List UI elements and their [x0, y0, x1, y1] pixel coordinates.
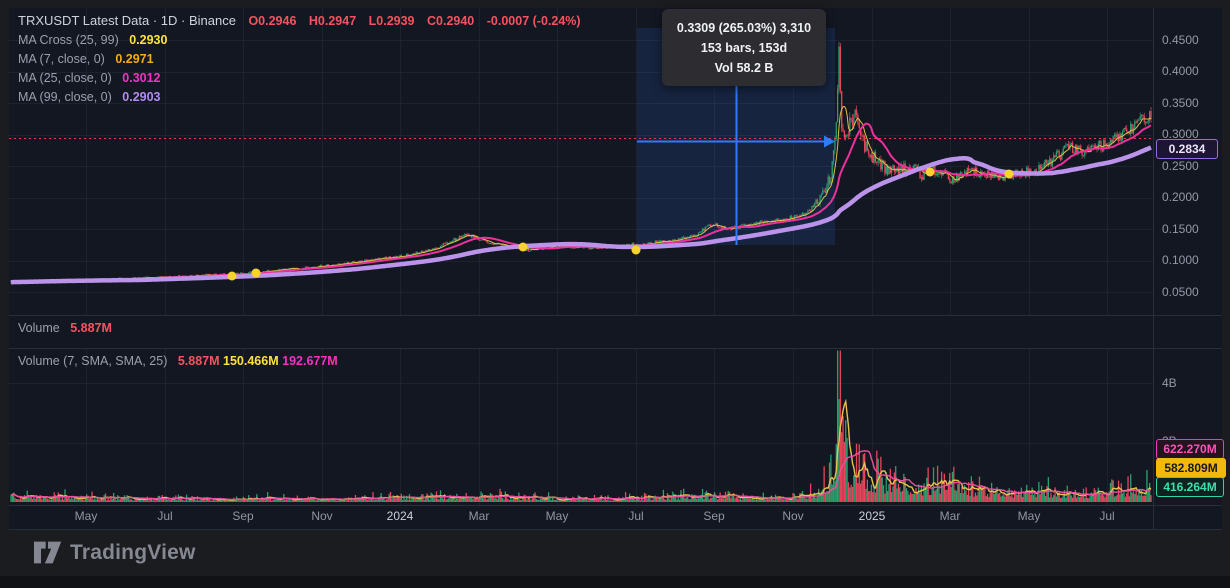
time-label: Jul — [157, 509, 173, 523]
ohlc-close: C0.2940 — [427, 14, 475, 28]
ma-cross-value: 0.2930 — [129, 33, 168, 47]
time-label: Mar — [468, 509, 490, 523]
time-label: Nov — [782, 509, 804, 523]
indicator-row-ma7[interactable]: MA (7, close, 0) 0.2971 — [18, 51, 154, 67]
time-label: Mar — [939, 509, 961, 523]
ma7-value: 0.2971 — [115, 52, 154, 66]
time-label: May — [1017, 509, 1041, 523]
volume-sma-value3: 192.677M — [282, 354, 338, 368]
indicator-row-ma-cross[interactable]: MA Cross (25, 99) 0.2930 — [18, 32, 167, 48]
ohlc-change: -0.0007 (-0.24%) — [486, 14, 581, 28]
ma-cross-label: MA Cross (25, 99) — [18, 33, 119, 47]
price-tick: 0.4500 — [1162, 33, 1199, 47]
volume-sma-pane-legend[interactable]: Volume (7, SMA, SMA, 25) 5.887M 150.466M… — [18, 353, 338, 369]
measure-volume-line: Vol 58.2 B — [714, 61, 774, 75]
bottom-strip — [0, 576, 1230, 588]
price-tick: 0.2000 — [1162, 190, 1199, 204]
tradingview-brand-text: TradingView — [70, 540, 196, 564]
price-tick: 0.3500 — [1162, 96, 1199, 110]
price-tick: 0.0500 — [1162, 285, 1199, 299]
ma25-label: MA (25, close, 0) — [18, 71, 112, 85]
volume-sma-label: Volume (7, SMA, SMA, 25) — [18, 354, 168, 368]
symbol-legend-row[interactable]: TRXUSDT Latest Data · 1D · Binance O0.29… — [18, 13, 581, 29]
measure-bars-line: 153 bars, 153d — [700, 41, 788, 55]
symbol-title[interactable]: TRXUSDT Latest Data · 1D · Binance — [18, 13, 236, 28]
ma25-value: 0.3012 — [122, 71, 161, 85]
time-label: Jul — [628, 509, 644, 523]
ohlc-low: L0.2939 — [368, 14, 415, 28]
price-tick: 0.1000 — [1162, 253, 1199, 267]
price-tick: 0.4000 — [1162, 64, 1199, 78]
time-label: Sep — [232, 509, 254, 523]
measure-tooltip: 0.3309 (265.03%) 3,310 153 bars, 153d Vo… — [662, 9, 826, 86]
indicator-row-ma99[interactable]: MA (99, close, 0) 0.2903 — [18, 89, 161, 105]
volume-sma-value2: 150.466M — [223, 354, 279, 368]
time-label: May — [545, 509, 569, 523]
volume-sma-value1: 5.887M — [177, 354, 220, 368]
indicator-row-ma25[interactable]: MA (25, close, 0) 0.3012 — [18, 70, 161, 86]
measure-change-line: 0.3309 (265.03%) 3,310 — [676, 21, 812, 35]
volume-ma7-badge: 582.809M — [1156, 458, 1226, 478]
price-tick: 0.3000 — [1162, 127, 1199, 141]
volume-value: 5.887M — [70, 321, 112, 335]
volume-label: Volume — [18, 321, 60, 335]
volume-last-badge: 416.264M — [1156, 477, 1224, 497]
ma99-price-badge: 0.2834 — [1156, 139, 1218, 159]
ohlc-open: O0.2946 — [248, 14, 297, 28]
price-tick: 0.2500 — [1162, 159, 1199, 173]
ma99-label: MA (99, close, 0) — [18, 90, 112, 104]
price-tick: 0.1500 — [1162, 222, 1199, 236]
ohlc-high: H0.2947 — [308, 14, 357, 28]
time-label-year: 2024 — [386, 509, 414, 523]
tradingview-logo-link[interactable]: TradingView — [34, 540, 196, 565]
ma99-value: 0.2903 — [122, 90, 161, 104]
volume-ma25-badge: 622.270M — [1156, 439, 1224, 459]
time-label: Nov — [311, 509, 333, 523]
volume-pane-legend[interactable]: Volume 5.887M — [18, 320, 112, 336]
time-label: May — [74, 509, 98, 523]
ma7-label: MA (7, close, 0) — [18, 52, 105, 66]
time-label: Jul — [1099, 509, 1115, 523]
volume-tick-4b: 4B — [1162, 376, 1177, 390]
time-label: Sep — [703, 509, 725, 523]
tradingview-logo-icon — [34, 541, 62, 564]
time-label-year: 2025 — [858, 509, 886, 523]
